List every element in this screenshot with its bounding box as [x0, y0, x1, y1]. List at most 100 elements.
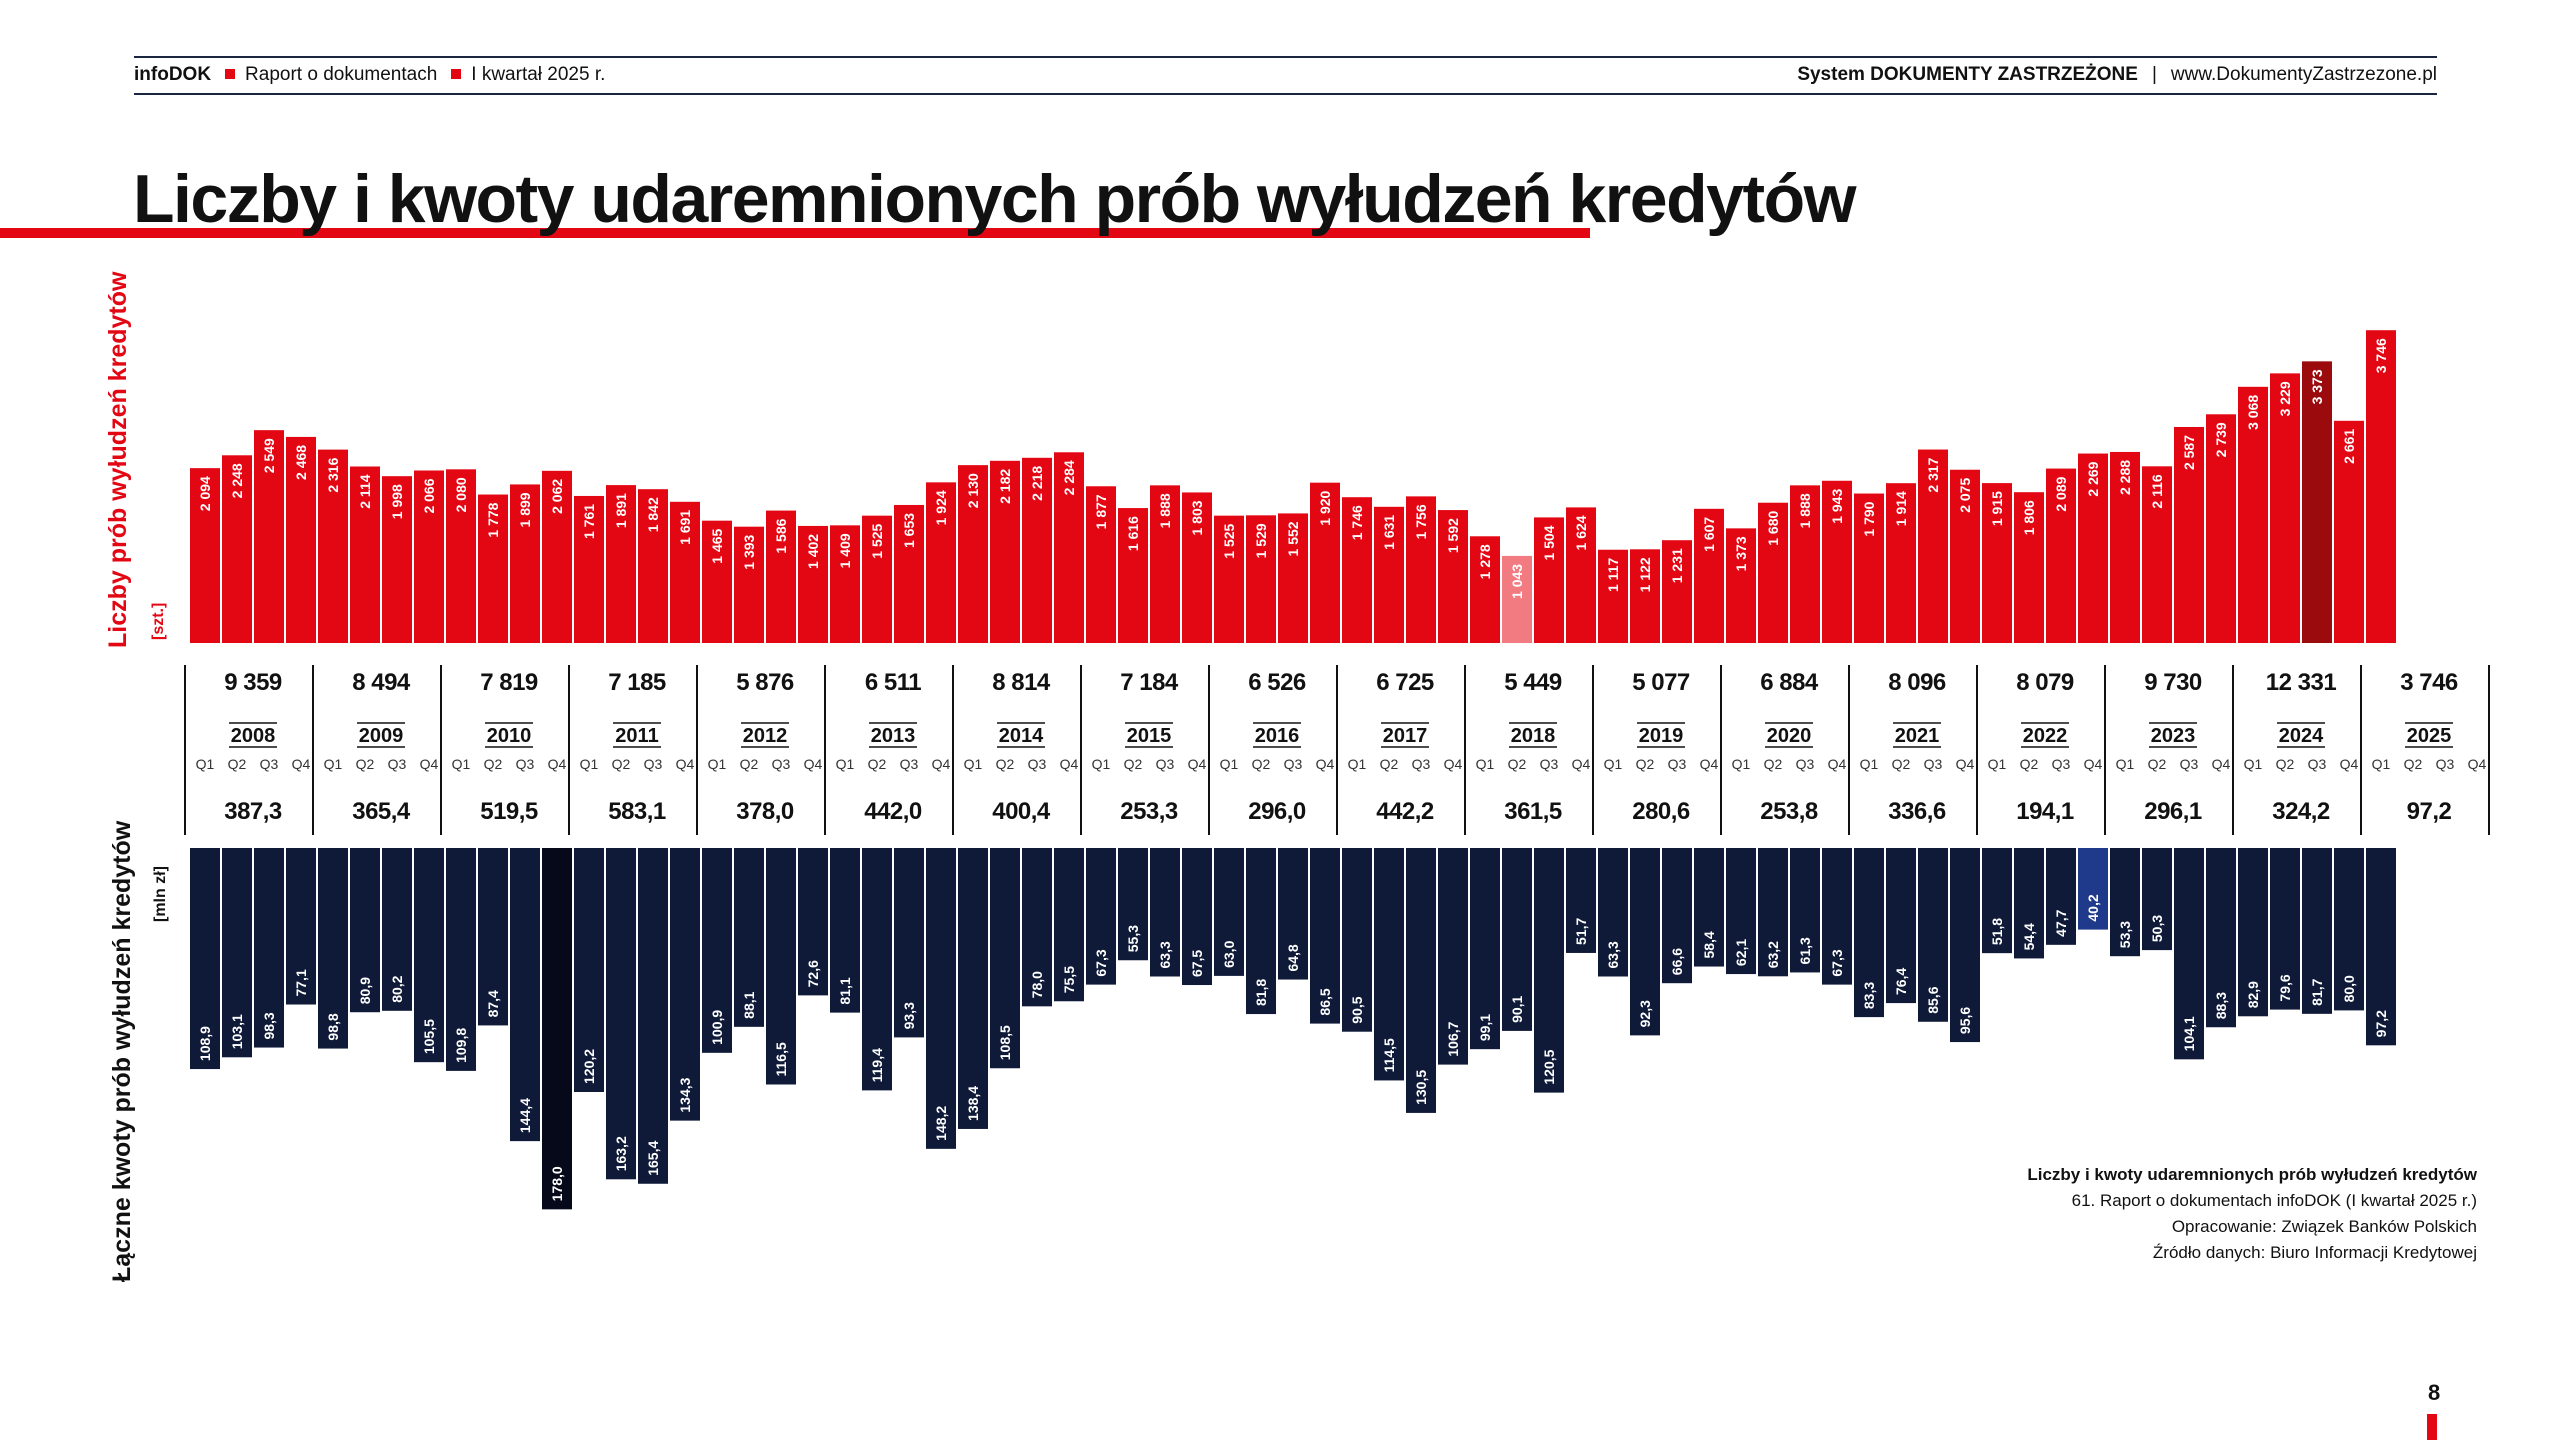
count-bar-label: 2 182: [997, 469, 1013, 504]
count-bar-label: 1 117: [1605, 558, 1621, 592]
amount-bar-label: 108,5: [997, 1025, 1013, 1060]
quarter-label: Q3: [388, 756, 407, 772]
quarter-label: Q1: [964, 756, 983, 772]
amount-bar: [766, 848, 796, 1085]
chart-notes: Liczby i kwoty udaremnionych prób wyłudz…: [2027, 1162, 2477, 1266]
quarter-label: Q2: [2276, 756, 2295, 772]
quarter-label: Q1: [452, 756, 471, 772]
quarter-label: Q1: [1988, 756, 2007, 772]
count-bar: [1694, 508, 1724, 643]
amount-bar: [670, 848, 700, 1121]
amount-bar: [2366, 848, 2396, 1046]
year-count-label: 9 359: [224, 669, 282, 696]
amount-bar: [254, 848, 284, 1048]
quarter-label: Q4: [292, 756, 311, 772]
count-bar-label: 1 891: [613, 493, 629, 528]
count-bar: [1950, 469, 1980, 643]
count-bar: [894, 504, 924, 643]
quarter-label: Q1: [2372, 756, 2391, 772]
quarter-label: Q2: [356, 756, 375, 772]
year-label: 2018: [1511, 725, 1556, 747]
amount-bar-label: 64,8: [1285, 944, 1301, 971]
amount-bar: [1470, 848, 1500, 1050]
count-bar-label: 3 373: [2309, 369, 2325, 404]
amount-bar: [1630, 848, 1660, 1036]
count-bar: [1438, 510, 1468, 643]
amount-bar: [1886, 848, 1916, 1004]
site-url[interactable]: www.DokumentyZastrzezone.pl: [2170, 64, 2437, 85]
count-bar-label: 2 114: [357, 474, 373, 508]
year-label: 2025: [2407, 725, 2452, 747]
year-count-label: 9 730: [2144, 669, 2202, 696]
count-bar-label: 1 680: [1765, 511, 1781, 546]
quarter-label: Q4: [1828, 756, 1847, 772]
title-underline-bar: [0, 228, 1590, 238]
amount-bar-label: 81,7: [2309, 978, 2325, 1005]
year-label: 2022: [2023, 725, 2068, 747]
count-bar-label: 1 393: [741, 534, 757, 569]
amount-bar-label: 63,3: [1157, 941, 1173, 968]
amount-bar: [926, 848, 956, 1149]
count-bar: [2270, 373, 2300, 643]
amount-bar-label: 72,6: [805, 960, 821, 987]
count-bar-label: 2 075: [1957, 478, 1973, 513]
count-bar: [1150, 485, 1180, 643]
header-right: System DOKUMENTY ZASTRZEŻONE | www.Dokumen…: [1797, 64, 2437, 86]
count-bar-label: 2 089: [2053, 476, 2069, 511]
page-number-bar: [2427, 1414, 2437, 1440]
year-label: 2011: [615, 725, 658, 747]
quarter-label: Q3: [1028, 756, 1047, 772]
brand-name: infoDOK: [134, 64, 212, 85]
amount-bar-label: 85,6: [1925, 986, 1941, 1013]
amount-bar: [1726, 848, 1756, 975]
quarter-label: Q1: [1092, 756, 1111, 772]
amount-bar-label: 79,6: [2277, 974, 2293, 1001]
count-bar: [1822, 480, 1852, 643]
amount-bar-label: 62,1: [1733, 939, 1749, 966]
count-bar-label: 2 116: [2149, 474, 2165, 508]
count-bar-label: 1 402: [805, 534, 821, 569]
year-label: 2017: [1383, 725, 1428, 747]
year-count-label: 6 526: [1248, 669, 1306, 696]
count-bar-label: 1 761: [581, 504, 597, 539]
amount-bar-label: 95,6: [1957, 1007, 1973, 1034]
count-bar: [542, 470, 572, 643]
count-bar-label: 1 877: [1093, 494, 1109, 529]
amount-bar: [2142, 848, 2172, 951]
count-bar: [1982, 483, 2012, 643]
amount-bar: [2334, 848, 2364, 1011]
amount-bar: [446, 848, 476, 1071]
count-bar: [286, 436, 316, 643]
amount-bar: [2046, 848, 2076, 945]
quarter-label: Q2: [868, 756, 887, 772]
amount-bar: [1534, 848, 1564, 1093]
quarter-label: Q3: [516, 756, 535, 772]
amount-bar-label: 134,3: [677, 1077, 693, 1112]
amount-bar-label: 98,8: [325, 1013, 341, 1040]
year-count-label: 7 185: [608, 669, 666, 696]
count-bar-label: 1 278: [1477, 544, 1493, 579]
year-label: 2008: [231, 725, 276, 747]
count-bar-label: 1 409: [837, 533, 853, 568]
amount-bar-label: 61,3: [1797, 937, 1813, 964]
amount-bar-label: 88,3: [2213, 992, 2229, 1019]
amount-bar-label: 100,9: [709, 1010, 725, 1045]
count-bar-label: 3 746: [2373, 338, 2389, 373]
count-bar: [2110, 451, 2140, 643]
page-number: 8: [2428, 1380, 2441, 1405]
count-bar-label: 2 317: [1925, 457, 1941, 492]
amount-bar-label: 50,3: [2149, 915, 2165, 942]
count-bar-label: 1 465: [709, 528, 725, 563]
quarter-label: Q1: [1220, 756, 1239, 772]
year-amount-label: 361,5: [1504, 798, 1562, 825]
amount-bar: [2014, 848, 2044, 959]
count-bar-label: 2 248: [229, 463, 245, 498]
count-bar-label: 2 739: [2213, 422, 2229, 457]
count-bar-label: 1 122: [1637, 557, 1653, 592]
amount-bar: [1790, 848, 1820, 973]
year-label: 2014: [999, 725, 1044, 747]
count-bar: [734, 526, 764, 643]
year-amount-label: 442,0: [864, 798, 922, 825]
count-bar: [1278, 513, 1308, 643]
amount-bar-label: 80,9: [357, 977, 373, 1004]
